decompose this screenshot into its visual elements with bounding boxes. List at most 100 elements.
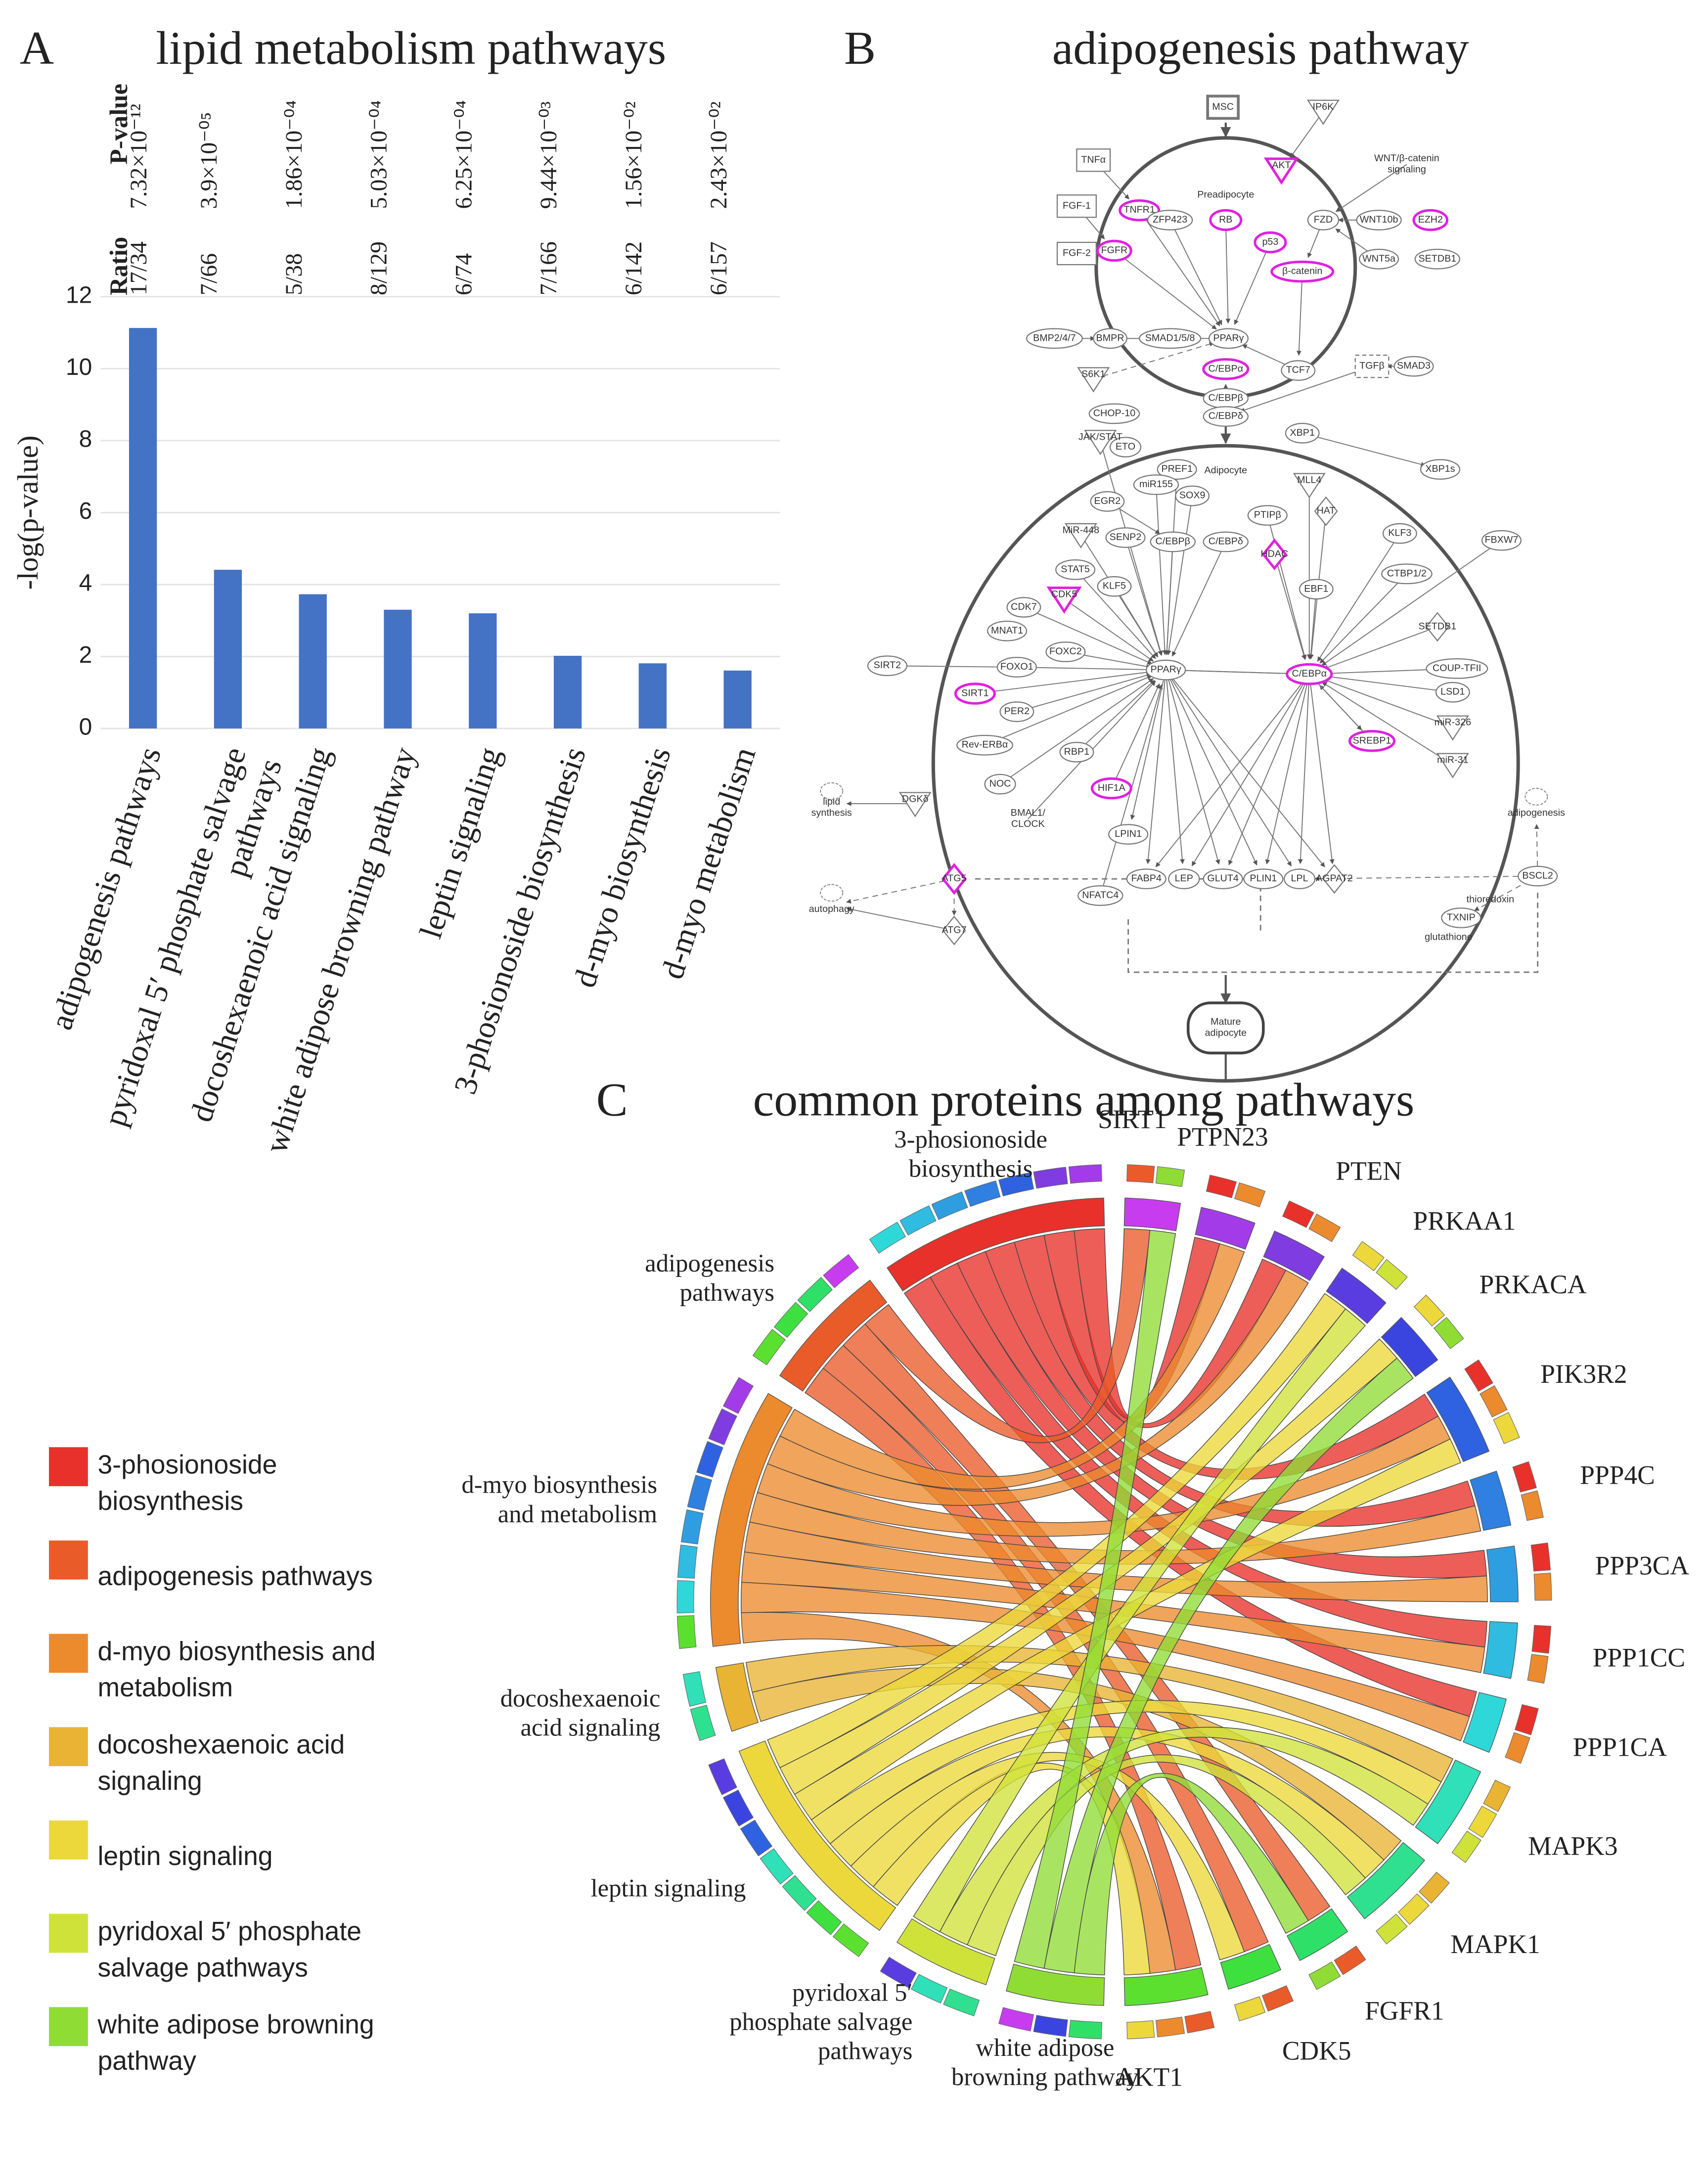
pathway-band [708,1408,737,1446]
protein-label: PRKAA1 [1413,1206,1516,1235]
node-shape [898,792,932,818]
node-shape [1077,367,1110,393]
node-shape [1126,868,1167,889]
node: EGR2 [1090,491,1125,512]
ratio: 17/34 [126,241,152,295]
node-shape [1090,491,1125,512]
edge [1100,441,1163,656]
node-label: C/EBPβ [1209,393,1243,404]
protein-arc [1426,1376,1490,1462]
chord [767,1293,1346,1769]
pathway-band [760,1848,794,1885]
pathway-label: adipogenesis pathways [645,1249,774,1306]
chord [1014,1229,1176,1969]
p-value-header: P-value [105,84,133,164]
edge [985,675,1152,746]
node-shape [1097,576,1132,597]
edge [1225,220,1231,324]
legend-label: docoshexaenoic acid signaling [98,1730,345,1796]
node: FOXO1 [996,657,1037,678]
node-label: EBF1 [1304,584,1328,594]
node-shape [1420,459,1461,480]
node-shape [1254,231,1287,254]
node: PPARγ [1146,659,1186,681]
node-shape [1435,682,1470,703]
node-label: SENP2 [1110,532,1142,543]
protein-label: PPP4C [1580,1460,1655,1490]
node-shape [1203,868,1243,889]
node-label: LEP [1175,873,1193,884]
node-label: BSCL2 [1522,870,1553,881]
protein-arc [1286,1908,1348,1961]
node: MSC [1206,94,1240,120]
node-shape [1175,485,1210,506]
protein-arc [1463,1692,1507,1753]
pathway-label: d-myo biosynthesis and metabolism [461,1470,657,1527]
pathway-band [880,1956,917,1988]
ratio: 6/157 [706,241,732,295]
node-shape [1283,868,1316,889]
node-label: XBP1s [1425,463,1455,474]
protein-arc [1486,1546,1519,1602]
protein-band [1234,1996,1266,2021]
node-shape [1206,94,1240,120]
pathway-band [823,1254,859,1288]
node: miR-31 [1436,753,1469,778]
node-label: lipid synthesis [811,796,852,819]
protein-band [1451,1830,1481,1863]
protein-arc [1326,1268,1387,1324]
chord [767,1270,1309,1506]
node-shape [1481,530,1522,551]
node-label: C/EBPα [1209,364,1244,374]
legend-label: leptin signaling [98,1842,273,1871]
protein-band [1397,1893,1430,1925]
edge [1130,670,1167,820]
edge [1165,670,1185,864]
edge [1335,164,1407,212]
edge [1064,598,1154,662]
edge [1146,670,1167,864]
node-label: FABP4 [1131,873,1162,884]
node-shape [1046,586,1082,614]
edge [1290,111,1324,158]
protein-band [1505,1732,1530,1764]
node-shape [820,782,844,800]
node: PTIPβ [1247,505,1288,526]
node: EZH2 [1412,209,1449,231]
protein-band [1376,1259,1408,1290]
node-label: MLL4 [1297,475,1321,486]
node: IP6K [1306,99,1340,125]
edge [1165,670,1292,866]
node: LPL [1283,868,1316,889]
node: CHOP-10 [1088,403,1140,424]
chord [864,1228,1151,1444]
node-label: TNFR1 [1123,204,1155,215]
protein-arc [1220,1944,1282,1990]
node-label: adipogenesis [1508,808,1565,819]
bar [723,670,752,728]
protein-arc [1263,1230,1325,1281]
edge [1308,674,1335,864]
node-shape [1088,403,1140,424]
node: XBP1 [1285,423,1320,444]
node-shape [1090,777,1132,800]
protein-arc [1415,1759,1481,1844]
protein-band [1493,1412,1520,1444]
pathway-label: leptin signaling [591,1874,746,1902]
pathway-band [677,1545,698,1579]
chord [757,1415,1451,1537]
node: BMAL1/CLOCK [1011,808,1046,830]
node-shape [1209,209,1243,231]
node: LPIN1 [1108,824,1149,845]
node: FGF-2 [1056,241,1097,266]
diagram-title: adipogenesis pathway [1052,22,1469,74]
node-shape [1139,328,1202,349]
node-shape [1150,531,1196,552]
node: Mature adipocyte [1186,1001,1265,1054]
node: SMAD3 [1393,356,1434,377]
pathway-band [910,1974,948,2004]
protein-band [1418,1871,1450,1904]
node-label: HIF1A [1098,782,1126,793]
edge [1171,542,1226,657]
protein-label: MAPK3 [1528,1831,1617,1861]
